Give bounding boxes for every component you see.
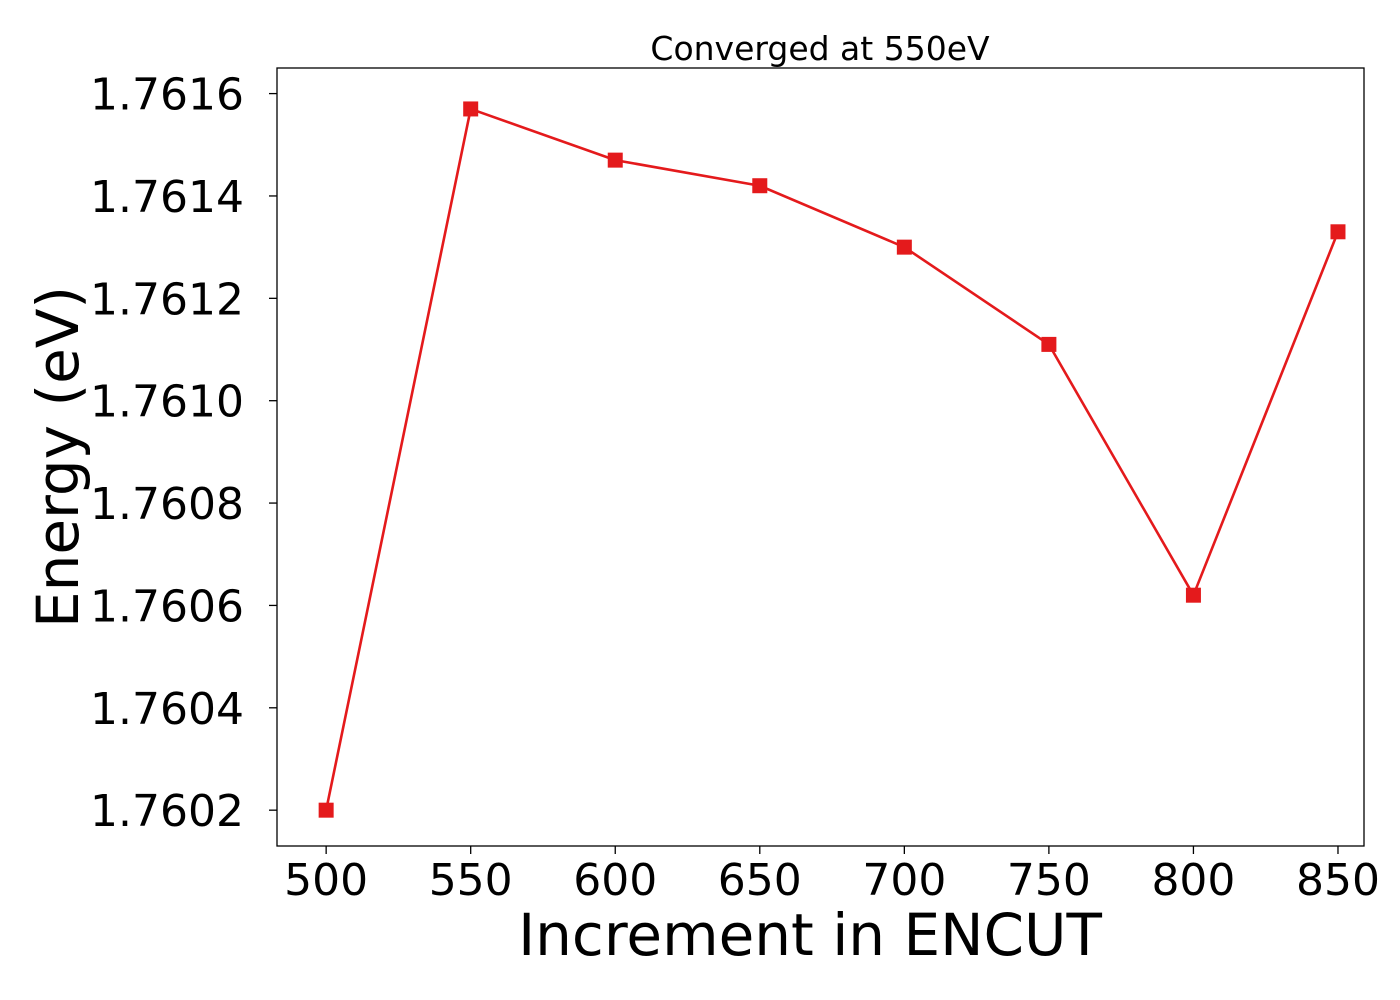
x-axis: 500 550 600 650 700 750 800 850 xyxy=(284,846,1380,906)
x-tick-label: 500 xyxy=(284,855,368,906)
y-tick-label: 1.7608 xyxy=(90,479,244,530)
chart-title: Converged at 550eV xyxy=(650,29,990,68)
y-tick-label: 1.7602 xyxy=(90,786,244,837)
x-tick-label: 850 xyxy=(1296,855,1380,906)
data-point xyxy=(607,152,623,168)
series-line xyxy=(324,107,1340,811)
series-layer xyxy=(318,101,1346,818)
x-tick-label: 550 xyxy=(429,855,513,906)
data-point xyxy=(896,239,912,255)
x-tick-label: 650 xyxy=(718,855,802,906)
y-axis: 1.7602 1.7604 1.7606 1.7608 1.7610 1.7612 1.76… xyxy=(90,70,277,837)
y-tick-label: 1.7616 xyxy=(90,70,244,121)
x-tick-label: 700 xyxy=(862,855,946,906)
data-point xyxy=(1041,336,1057,352)
plot-area: 500 550 600 650 700 750 800 850 1.76021.76041.7… xyxy=(90,67,1380,906)
x-tick-label: 600 xyxy=(573,855,657,906)
x-tick-label: 800 xyxy=(1151,855,1235,906)
y-tick-label: 1.7606 xyxy=(90,581,244,632)
x-tick-label: 750 xyxy=(1007,855,1091,906)
data-point xyxy=(1330,224,1346,240)
plot-frame xyxy=(276,67,1365,847)
data-point xyxy=(463,101,479,117)
y-tick-label: 1.7610 xyxy=(90,377,244,428)
y-tick-label: 1.7604 xyxy=(90,684,244,735)
x-axis-label: Increment in ENCUT xyxy=(518,901,1102,969)
data-point xyxy=(318,802,334,818)
data-point xyxy=(752,178,768,194)
y-tick-label: 1.7612 xyxy=(90,274,244,325)
y-tick-label: 1.7614 xyxy=(90,172,244,223)
data-point xyxy=(1185,587,1201,603)
y-axis-label: Energy (eV) xyxy=(24,286,92,628)
